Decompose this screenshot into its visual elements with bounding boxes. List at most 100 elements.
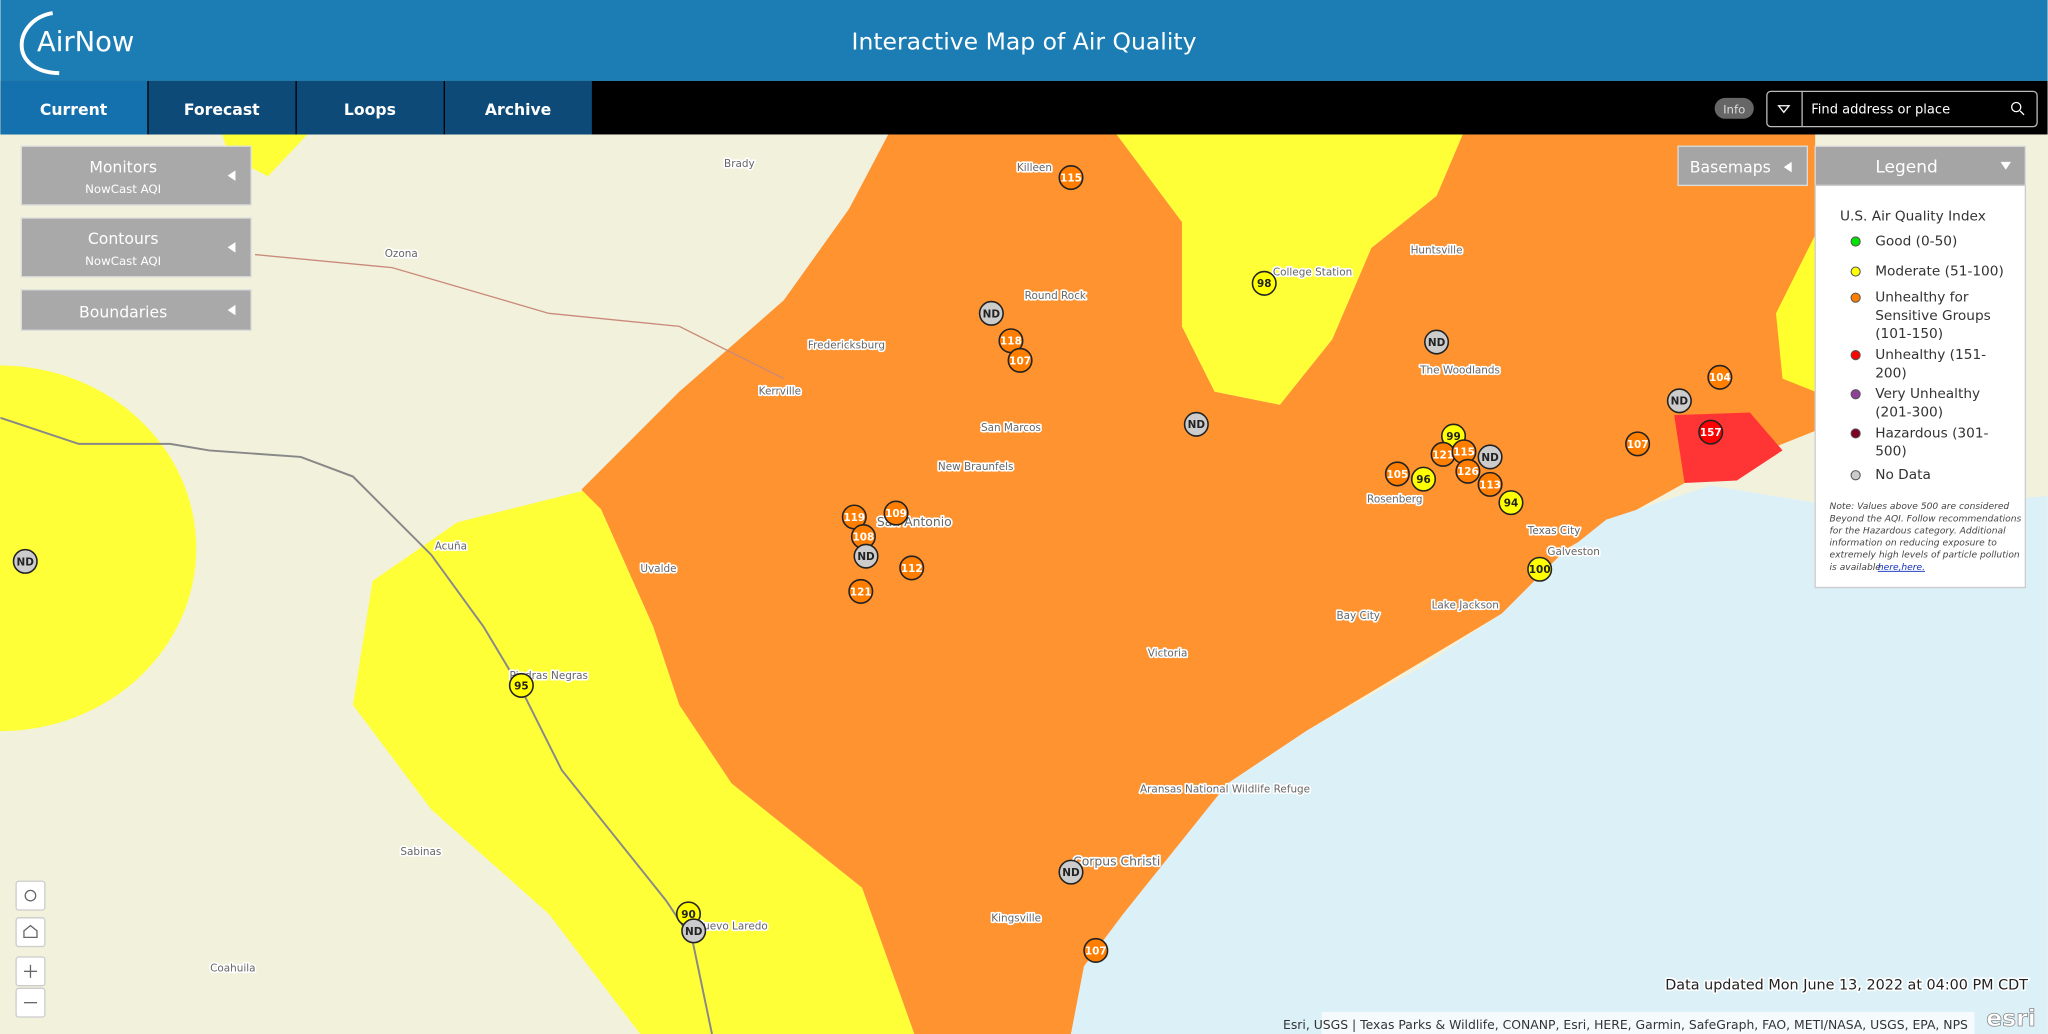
monitor-label[interactable]: ND <box>1188 419 1206 431</box>
monitor-marker[interactable] <box>508 672 534 698</box>
monitor-marker[interactable] <box>1410 466 1437 492</box>
legend-note: information on reducing exposure to <box>1830 539 1998 549</box>
monitor-label[interactable]: 112 <box>901 563 923 575</box>
monitor-label[interactable]: ND <box>1481 452 1499 464</box>
nav-tab[interactable] <box>148 80 296 135</box>
panel-title[interactable]: Contours <box>88 229 159 248</box>
map-control[interactable] <box>15 880 46 911</box>
monitor-marker[interactable] <box>1498 490 1524 516</box>
monitor-marker[interactable] <box>978 300 1004 326</box>
monitor-marker[interactable] <box>1058 165 1084 191</box>
monitor-label[interactable]: ND <box>857 551 875 563</box>
nav-tab-label[interactable]: Archive <box>485 100 551 119</box>
monitor-label[interactable]: 108 <box>853 531 875 543</box>
monitor-marker[interactable] <box>12 548 38 574</box>
monitor-label[interactable]: ND <box>1062 867 1080 879</box>
monitor-label[interactable]: 107 <box>1009 355 1031 367</box>
monitor-label[interactable]: 95 <box>514 680 529 692</box>
monitor-marker[interactable] <box>1083 937 1109 963</box>
panel-subtitle[interactable]: NowCast AQI <box>85 182 161 196</box>
monitor-marker[interactable] <box>1477 471 1503 497</box>
monitor-label[interactable]: 119 <box>843 512 865 524</box>
monitor-marker[interactable] <box>1007 347 1033 373</box>
search-icon[interactable] <box>2011 101 2022 113</box>
monitor-marker[interactable] <box>899 555 925 581</box>
monitor-label[interactable]: 94 <box>1504 498 1519 510</box>
nav-tab[interactable] <box>296 80 444 135</box>
nav-tab-label[interactable]: Current <box>40 100 108 119</box>
panel-button[interactable] <box>20 145 252 206</box>
monitor-marker[interactable] <box>853 543 879 569</box>
map-control[interactable] <box>15 917 46 948</box>
legend-note-link[interactable]: here. <box>1901 563 1925 573</box>
panel-button[interactable] <box>20 289 252 331</box>
nav-tab[interactable] <box>444 80 592 135</box>
monitor-marker[interactable] <box>1666 388 1692 414</box>
search-input[interactable]: Find address or place <box>1811 103 1950 118</box>
monitor-label[interactable]: 115 <box>1060 172 1082 184</box>
legend-title[interactable]: Legend <box>1875 157 1937 177</box>
legend-note: is available <box>1830 563 1882 573</box>
monitor-marker[interactable] <box>1424 329 1450 355</box>
monitor-label[interactable]: 104 <box>1709 372 1731 384</box>
monitor-marker[interactable] <box>681 918 707 944</box>
place-label: Lake Jackson <box>1432 599 1499 611</box>
monitor-marker[interactable] <box>1625 431 1651 457</box>
monitor-label[interactable]: 157 <box>1700 427 1722 439</box>
monitor-label[interactable]: 118 <box>1000 336 1022 348</box>
monitor-label[interactable]: 126 <box>1457 466 1479 478</box>
nav-tab[interactable] <box>0 80 148 135</box>
monitor-marker[interactable] <box>848 578 874 604</box>
map[interactable] <box>0 134 2048 1034</box>
basemaps-label[interactable]: Basemaps <box>1690 157 1771 176</box>
monitor-label[interactable]: 121 <box>1432 449 1454 461</box>
monitor-label[interactable]: 109 <box>885 508 907 520</box>
monitor-label[interactable]: ND <box>17 556 35 568</box>
legend-label: Good (0-50) <box>1875 233 1957 249</box>
legend-arrow <box>2000 161 2011 170</box>
monitor-label[interactable]: ND <box>1428 337 1446 349</box>
monitor-label[interactable]: 113 <box>1479 479 1501 491</box>
monitor-label[interactable]: 121 <box>850 586 872 598</box>
place-label: College Station <box>1273 266 1352 278</box>
monitor-marker[interactable] <box>1251 270 1277 296</box>
info-button[interactable] <box>1714 97 1754 119</box>
monitor-label[interactable]: 105 <box>1386 469 1408 481</box>
monitor-label[interactable]: ND <box>983 308 1001 320</box>
monitor-label[interactable]: 115 <box>1453 447 1475 459</box>
monitor-label[interactable]: 90 <box>681 909 696 921</box>
monitor-marker[interactable] <box>1477 444 1503 470</box>
monitor-marker[interactable] <box>1527 556 1553 582</box>
esri-logo[interactable]: esri <box>1986 1004 2036 1033</box>
monitor-marker[interactable] <box>1707 364 1733 390</box>
nav-tab-label[interactable]: Loops <box>344 100 396 119</box>
monitor-label[interactable]: ND <box>685 926 703 938</box>
panel-title[interactable]: Monitors <box>89 157 157 176</box>
monitor-marker[interactable] <box>1183 411 1209 437</box>
monitor-label[interactable]: 107 <box>1627 439 1649 451</box>
panel-subtitle[interactable]: NowCast AQI <box>85 254 161 268</box>
monitor-marker[interactable] <box>883 500 909 526</box>
search-dropdown[interactable] <box>1777 105 1791 114</box>
monitor-label[interactable]: ND <box>1671 396 1689 408</box>
legend-note-link[interactable]: here, <box>1878 563 1902 573</box>
monitor-label[interactable]: 107 <box>1085 945 1107 957</box>
monitor-marker[interactable] <box>1455 458 1481 484</box>
monitor-marker[interactable] <box>1384 461 1410 487</box>
monitor-label[interactable]: 96 <box>1416 474 1431 486</box>
monitor-label[interactable]: 98 <box>1257 278 1272 290</box>
info-label[interactable]: Info <box>1723 103 1745 117</box>
legend-header[interactable] <box>1814 145 2027 187</box>
panel-button[interactable] <box>20 217 252 278</box>
place-label: Bay City <box>1336 610 1380 622</box>
place-label: Uvalde <box>640 563 676 575</box>
panel-title[interactable]: Boundaries <box>79 302 167 321</box>
monitor-marker[interactable] <box>1698 419 1724 445</box>
search-box[interactable] <box>1766 90 2038 128</box>
monitor-label[interactable]: 99 <box>1446 431 1461 443</box>
nav-tab-label[interactable]: Forecast <box>184 100 260 119</box>
monitor-marker[interactable] <box>1058 859 1084 885</box>
monitor-label[interactable]: 100 <box>1529 564 1551 576</box>
logo[interactable]: AirNow <box>37 27 134 58</box>
